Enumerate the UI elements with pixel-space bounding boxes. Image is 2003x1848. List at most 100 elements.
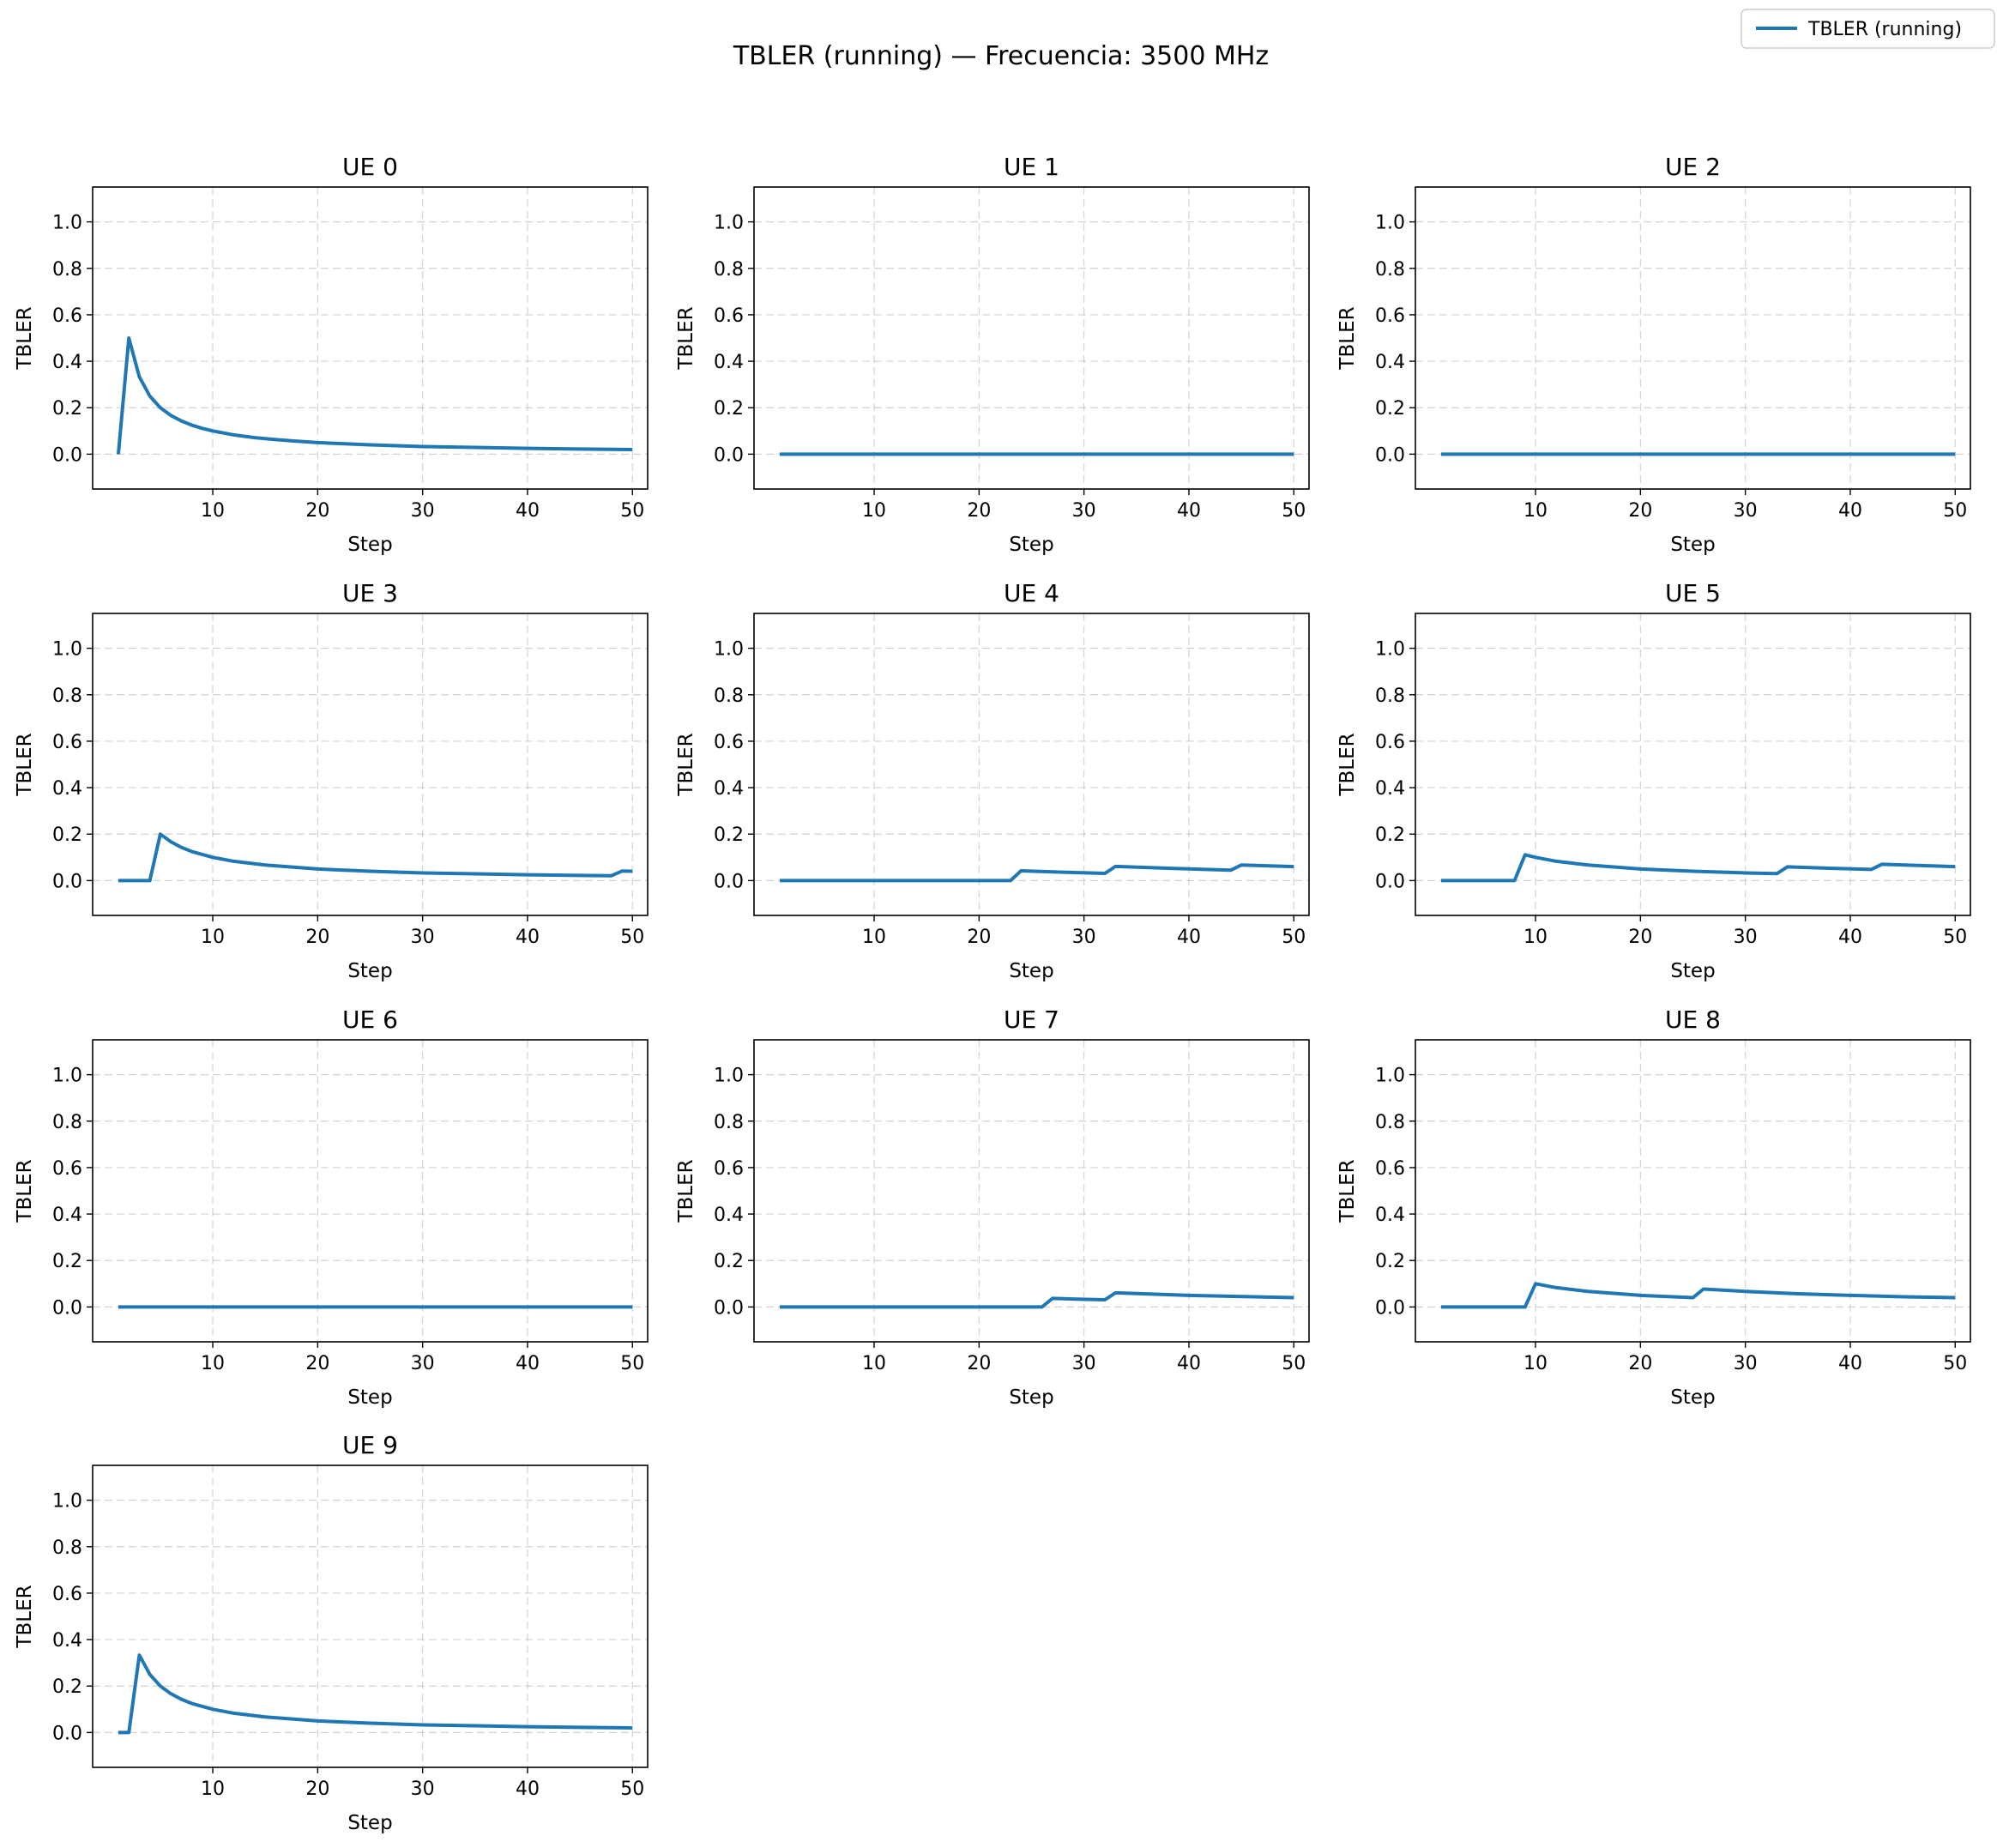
y-tick-label: 0.8 xyxy=(52,1112,82,1133)
y-tick-label: 0.6 xyxy=(1375,305,1405,327)
y-tick-label: 0.2 xyxy=(52,1251,82,1272)
y-tick-label: 0.6 xyxy=(1375,1158,1405,1180)
y-tick-label: 0.0 xyxy=(714,444,744,466)
legend-frame xyxy=(1741,9,1995,49)
x-axis-label: Step xyxy=(347,960,392,982)
x-tick-label: 20 xyxy=(305,1353,329,1374)
y-axis-label: TBLER xyxy=(1336,1159,1359,1223)
plot-frame xyxy=(92,186,649,490)
y-tick-label: 1.0 xyxy=(52,1066,82,1087)
y-tick-label: 0.4 xyxy=(714,778,744,800)
plot-frame xyxy=(753,1039,1310,1343)
x-tick-label: 40 xyxy=(516,500,540,522)
x-tick-label: 50 xyxy=(1282,927,1306,948)
subplot-title: UE 5 xyxy=(1665,579,1721,607)
x-tick-label: 50 xyxy=(620,1779,644,1800)
x-tick-label: 30 xyxy=(411,1779,435,1800)
subplot-ue-5: 10 20 30 40 50 0.0 0.2 0.4 0.6 0.8 1.0 UE 5 Step TBLE… xyxy=(1336,579,1971,982)
x-tick-label: 50 xyxy=(1282,500,1306,522)
series-line-tbler xyxy=(779,1290,1294,1309)
x-tick-label: 40 xyxy=(516,927,540,948)
legend: TBLER (running) xyxy=(1741,9,1995,49)
x-tick-label: 40 xyxy=(1838,927,1862,948)
y-axis-label: TBLER xyxy=(675,1159,697,1223)
y-tick-label: 0.2 xyxy=(714,398,744,420)
y-tick-label: 0.2 xyxy=(52,824,82,846)
y-tick-label: 1.0 xyxy=(1375,639,1405,661)
series-line-tbler xyxy=(118,832,633,883)
x-tick-label: 20 xyxy=(1628,927,1652,948)
y-tick-label: 0.4 xyxy=(1375,1205,1405,1226)
series-line-tbler xyxy=(779,863,1294,883)
x-tick-label: 30 xyxy=(1072,1353,1096,1374)
y-tick-label: 0.6 xyxy=(52,1584,82,1605)
y-tick-label: 0.2 xyxy=(52,398,82,420)
x-tick-label: 50 xyxy=(620,927,644,948)
y-tick-label: 0.2 xyxy=(714,1251,744,1272)
x-tick-label: 50 xyxy=(620,500,644,522)
x-tick-label: 20 xyxy=(967,927,991,948)
y-axis-label: TBLER xyxy=(14,733,36,796)
y-tick-label: 0.4 xyxy=(52,1205,82,1226)
y-tick-label: 1.0 xyxy=(714,213,744,234)
y-axis-label: TBLER xyxy=(14,1159,36,1223)
subplot-title: UE 3 xyxy=(342,579,398,607)
subplot-ue-1: 10 20 30 40 50 0.0 0.2 0.4 0.6 0.8 1.0 UE 1 Step TBLE… xyxy=(675,153,1310,556)
x-tick-label: 40 xyxy=(1177,500,1201,522)
x-tick-label: 40 xyxy=(1177,927,1201,948)
x-tick-label: 10 xyxy=(201,1353,225,1374)
x-tick-label: 30 xyxy=(411,1353,435,1374)
y-tick-label: 0.2 xyxy=(52,1676,82,1698)
y-tick-label: 0.0 xyxy=(1375,1297,1405,1319)
x-tick-label: 50 xyxy=(1943,1353,1967,1374)
x-tick-label: 30 xyxy=(411,927,435,948)
y-tick-label: 0.6 xyxy=(714,732,744,753)
x-axis-label: Step xyxy=(347,1386,392,1409)
y-tick-label: 0.8 xyxy=(52,259,82,281)
x-tick-label: 50 xyxy=(1282,1353,1306,1374)
subplot-title: UE 6 xyxy=(342,1006,398,1034)
y-axis-label: TBLER xyxy=(675,306,697,370)
series-line-tbler xyxy=(1440,1282,1956,1309)
x-tick-label: 10 xyxy=(862,1353,886,1374)
subplot-title: UE 9 xyxy=(342,1431,398,1459)
y-tick-label: 0.4 xyxy=(52,1630,82,1652)
y-tick-label: 0.0 xyxy=(52,1723,82,1744)
y-axis-label: TBLER xyxy=(1336,733,1359,796)
y-tick-label: 1.0 xyxy=(714,1066,744,1087)
x-tick-label: 10 xyxy=(862,500,886,522)
x-tick-label: 30 xyxy=(411,500,435,522)
y-tick-label: 0.6 xyxy=(714,1158,744,1180)
y-tick-label: 0.0 xyxy=(714,871,744,892)
subplot-title: UE 0 xyxy=(342,153,398,181)
x-tick-label: 20 xyxy=(967,1353,991,1374)
y-tick-label: 0.8 xyxy=(1375,1112,1405,1133)
subplot-title: UE 1 xyxy=(1004,153,1059,181)
subplot-ue-7: 10 20 30 40 50 0.0 0.2 0.4 0.6 0.8 1.0 UE 7 Step TBLE… xyxy=(675,1006,1310,1409)
subplot-ue-2: 10 20 30 40 50 0.0 0.2 0.4 0.6 0.8 1.0 UE 2 Step TBLE… xyxy=(1336,153,1971,556)
x-tick-label: 10 xyxy=(1523,1353,1547,1374)
series-line-tbler xyxy=(118,1653,633,1735)
x-axis-label: Step xyxy=(1670,1386,1715,1409)
x-tick-label: 40 xyxy=(1838,500,1862,522)
x-tick-label: 40 xyxy=(1838,1353,1862,1374)
y-tick-label: 0.0 xyxy=(714,1297,744,1319)
y-tick-label: 0.2 xyxy=(1375,398,1405,420)
x-tick-label: 20 xyxy=(305,500,329,522)
y-tick-label: 0.0 xyxy=(52,444,82,466)
plot-frame xyxy=(92,613,649,916)
y-tick-label: 0.8 xyxy=(714,259,744,281)
y-tick-label: 0.0 xyxy=(1375,444,1405,466)
x-tick-label: 10 xyxy=(1523,927,1547,948)
y-axis-label: TBLER xyxy=(14,1585,36,1648)
x-tick-label: 50 xyxy=(1943,927,1967,948)
x-tick-label: 20 xyxy=(1628,1353,1652,1374)
x-axis-label: Step xyxy=(347,1812,392,1834)
x-tick-label: 20 xyxy=(305,1779,329,1800)
y-tick-label: 0.2 xyxy=(1375,824,1405,846)
legend-label: TBLER (running) xyxy=(1807,19,1962,40)
x-tick-label: 40 xyxy=(1177,1353,1201,1374)
y-tick-label: 0.8 xyxy=(714,1112,744,1133)
y-tick-label: 1.0 xyxy=(714,639,744,661)
